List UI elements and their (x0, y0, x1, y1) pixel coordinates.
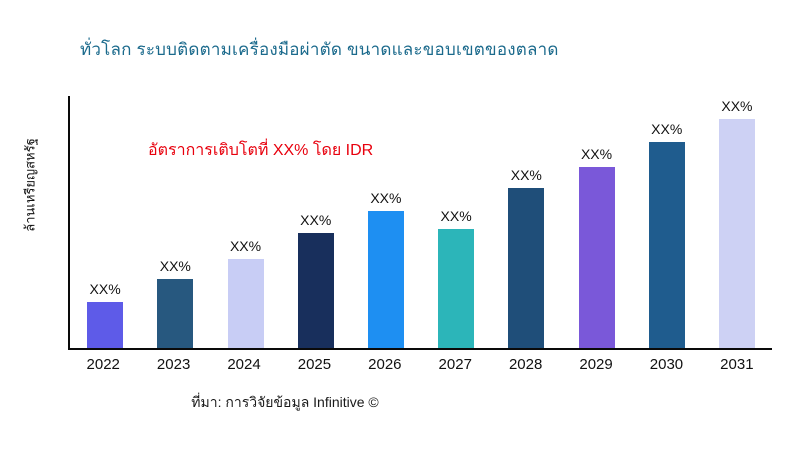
x-tick-label: 2025 (297, 356, 332, 373)
bar-2025 (297, 233, 334, 348)
bar-2022 (87, 302, 124, 348)
bar-value-label: XX% (300, 212, 332, 229)
bar-value-label: XX% (510, 166, 542, 183)
bar-value-label: XX% (721, 97, 753, 114)
bar-value-label: XX% (159, 258, 191, 275)
bar-column: XX% (210, 96, 280, 348)
bar-value-label: XX% (440, 207, 472, 224)
bar-column: XX% (702, 96, 772, 348)
x-tick-label: 2027 (438, 356, 472, 373)
bar-column: XX% (491, 96, 561, 348)
bar-column: XX% (632, 96, 702, 348)
source-note: ที่มา: การวิจัยข้อมูล Infinitive © (191, 394, 379, 410)
x-tick-label: 2029 (579, 356, 613, 373)
chart-title: ทั่วโลก ระบบติดตามเครื่องมือผ่าตัด ขนาดแ… (80, 40, 559, 59)
x-tick-label: 2028 (508, 356, 543, 373)
bar-2027 (438, 228, 475, 348)
bar-value-label: XX% (651, 120, 683, 137)
bar-2030 (648, 141, 685, 348)
bar-value-label: XX% (370, 189, 402, 206)
bar-value-label: XX% (229, 237, 262, 254)
bar-column: XX% (421, 96, 491, 348)
x-tick-label: 2031 (720, 356, 754, 373)
x-tick-label: 2022 (86, 356, 120, 373)
bar-2031 (718, 118, 755, 348)
bar-column: XX% (561, 96, 631, 348)
bar-column: XX% (140, 96, 210, 348)
bar-column: XX% (281, 96, 351, 348)
x-tick-label: 2024 (227, 356, 261, 373)
x-tick-label: 2023 (156, 356, 191, 373)
bar-2028 (508, 187, 545, 348)
bar-column: XX% (70, 96, 140, 348)
growth-annotation: อัตราการเติบโตที่ XX% โดย IDR (148, 142, 374, 159)
x-axis-ticks: 2022 2023 2024 2025 2026 2027 2028 2029 2030 2031 (68, 356, 772, 373)
x-tick-label: 2026 (368, 356, 402, 373)
y-axis-label: ล้านเหรียญสหรัฐ (22, 138, 38, 232)
bar-2023 (157, 279, 194, 348)
bar-2024 (227, 258, 264, 348)
bar-value-label: XX% (580, 146, 613, 163)
plot-area: XX% XX% XX% XX% XX% XX% XX% XX% XX% XX% (68, 96, 772, 350)
bar-value-label: XX% (89, 281, 121, 298)
bar-2029 (578, 167, 615, 348)
bar-column: XX% (351, 96, 421, 348)
bar-2026 (367, 210, 404, 348)
x-tick-label: 2030 (649, 356, 684, 373)
